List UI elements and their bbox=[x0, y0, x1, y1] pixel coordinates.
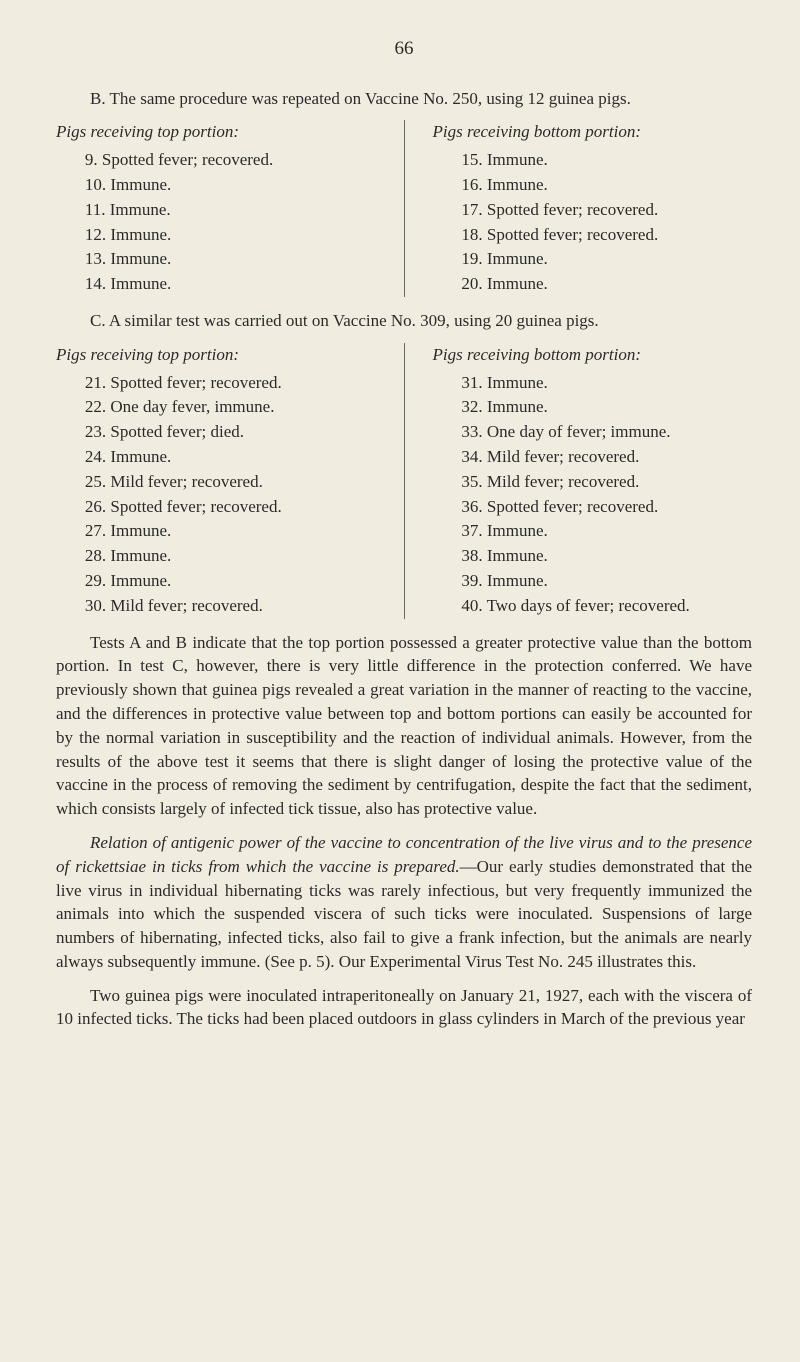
col-heading: Pigs receiving top portion: bbox=[56, 343, 376, 367]
list-item: 26. Spotted fever; recovered. bbox=[85, 495, 376, 519]
list-item: 14. Immune. bbox=[85, 272, 376, 296]
list-item: 12. Immune. bbox=[85, 223, 376, 247]
experiment-c-right: Pigs receiving bottom portion: 31. Immun… bbox=[433, 343, 753, 619]
experiment-b-right: Pigs receiving bottom portion: 15. Immun… bbox=[433, 120, 753, 297]
list-item: 29. Immune. bbox=[85, 569, 376, 593]
intro-c: C. A similar test was carried out on Vac… bbox=[56, 309, 752, 333]
list-item: 37. Immune. bbox=[461, 519, 752, 543]
list-item: 36. Spotted fever; recovered. bbox=[461, 495, 752, 519]
list-item: 16. Immune. bbox=[461, 173, 752, 197]
list-item: 35. Mild fever; recovered. bbox=[461, 470, 752, 494]
list-item: 18. Spotted fever; recovered. bbox=[461, 223, 752, 247]
list-item: 38. Immune. bbox=[461, 544, 752, 568]
list-item: 15. Immune. bbox=[461, 148, 752, 172]
list-item: 22. One day fever, immune. bbox=[85, 395, 376, 419]
body-paragraph-1: Tests A and B indicate that the top port… bbox=[56, 631, 752, 821]
list-item: 23. Spotted fever; died. bbox=[85, 420, 376, 444]
list-item: 28. Immune. bbox=[85, 544, 376, 568]
col-list: 21. Spotted fever; recovered. 22. One da… bbox=[56, 371, 376, 618]
experiment-b-columns: Pigs receiving top portion: 9. Spotted f… bbox=[56, 120, 752, 297]
list-item: 27. Immune. bbox=[85, 519, 376, 543]
column-divider bbox=[404, 343, 405, 619]
body-paragraph-3: Two guinea pigs were inoculated intraper… bbox=[56, 984, 752, 1032]
list-item: 30. Mild fever; recovered. bbox=[85, 594, 376, 618]
list-item: 17. Spotted fever; recovered. bbox=[461, 198, 752, 222]
col-list: 15. Immune. 16. Immune. 17. Spotted feve… bbox=[433, 148, 753, 296]
col-heading: Pigs receiving bottom portion: bbox=[433, 343, 753, 367]
list-item: 25. Mild fever; recovered. bbox=[85, 470, 376, 494]
intro-b: B. The same procedure was repeated on Va… bbox=[56, 87, 752, 111]
page-number: 66 bbox=[56, 36, 752, 63]
list-item: 34. Mild fever; recovered. bbox=[461, 445, 752, 469]
list-item: 11. Immune. bbox=[85, 198, 376, 222]
list-item: 10. Immune. bbox=[85, 173, 376, 197]
list-item: 33. One day of fever; immune. bbox=[461, 420, 752, 444]
list-item: 32. Immune. bbox=[461, 395, 752, 419]
list-item: 21. Spotted fever; recovered. bbox=[85, 371, 376, 395]
list-item: 9. Spotted fever; recovered. bbox=[85, 148, 376, 172]
col-list: 31. Immune. 32. Immune. 33. One day of f… bbox=[433, 371, 753, 618]
experiment-b-left: Pigs receiving top portion: 9. Spotted f… bbox=[56, 120, 376, 297]
list-item: 40. Two days of fever; recovered. bbox=[461, 594, 752, 618]
list-item: 39. Immune. bbox=[461, 569, 752, 593]
column-divider bbox=[404, 120, 405, 297]
list-item: 19. Immune. bbox=[461, 247, 752, 271]
list-item: 13. Immune. bbox=[85, 247, 376, 271]
list-item: 20. Immune. bbox=[461, 272, 752, 296]
experiment-c-columns: Pigs receiving top portion: 21. Spotted … bbox=[56, 343, 752, 619]
col-heading: Pigs receiving bottom portion: bbox=[433, 120, 753, 144]
experiment-c-left: Pigs receiving top portion: 21. Spotted … bbox=[56, 343, 376, 619]
col-list: 9. Spotted fever; recovered. 10. Immune.… bbox=[56, 148, 376, 296]
page: 66 B. The same procedure was repeated on… bbox=[0, 0, 800, 1081]
list-item: 24. Immune. bbox=[85, 445, 376, 469]
body-paragraph-2: Relation of antigenic power of the vacci… bbox=[56, 831, 752, 974]
list-item: 31. Immune. bbox=[461, 371, 752, 395]
col-heading: Pigs receiving top portion: bbox=[56, 120, 376, 144]
